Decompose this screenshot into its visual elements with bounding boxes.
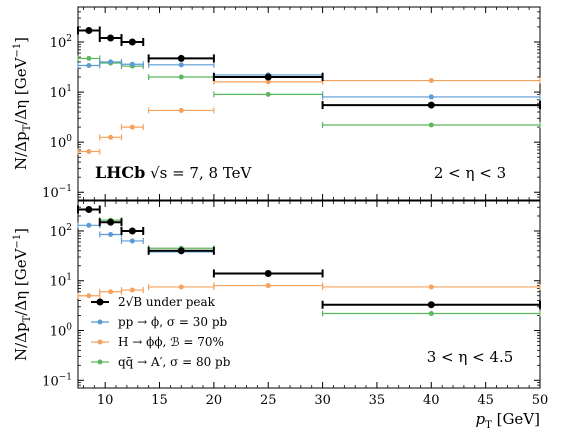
legend-label-phi: pp → ϕ, σ = 30 pb bbox=[118, 315, 227, 329]
legend-marker-dot bbox=[97, 339, 103, 345]
x-axis-label: pT [GeV] bbox=[476, 410, 540, 431]
data-point-phi bbox=[428, 94, 434, 100]
top-panel: 10−1 100 101 102 N/ΔpT/Δη [GeV−1] LHCb √s = 7… bbox=[12, 6, 541, 201]
y-axis-label: N/ΔpT/Δη [GeV−1] bbox=[12, 37, 33, 170]
data-point-higgs bbox=[108, 134, 114, 140]
legend-label-aprime: qq̄ → A′, σ = 80 pb bbox=[118, 355, 231, 369]
x-tick-label: 15 bbox=[151, 393, 168, 408]
data-point-aprime bbox=[86, 55, 92, 61]
experiment-label: LHCb √s = 7, 8 TeV bbox=[95, 163, 253, 182]
series-higgs bbox=[77, 282, 541, 299]
x-tick-label: 10 bbox=[97, 393, 114, 408]
data-point-phi bbox=[129, 61, 135, 67]
data-point-aprime bbox=[428, 122, 434, 128]
y-tick-label: 101 bbox=[50, 273, 72, 290]
x-tick-label: 30 bbox=[314, 393, 331, 408]
x-tick-label: 50 bbox=[532, 393, 549, 408]
data-point-phi bbox=[86, 222, 92, 228]
data-point-bkg bbox=[264, 269, 272, 277]
series-higgs bbox=[77, 77, 541, 155]
data-point-higgs bbox=[428, 78, 434, 84]
y-tick-label: 100 bbox=[50, 323, 73, 340]
data-point-bkg bbox=[85, 26, 93, 34]
data-point-phi bbox=[86, 62, 92, 68]
x-tick-label: 35 bbox=[369, 393, 386, 408]
data-point-bkg bbox=[177, 54, 185, 62]
x-tick-label: 40 bbox=[423, 393, 440, 408]
bottom-panel: 10−1 100 101 102 N/ΔpT/Δη [GeV−1] 3 < η < 4.5… bbox=[12, 200, 541, 389]
series-bkg bbox=[77, 205, 541, 309]
data-point-higgs bbox=[265, 79, 271, 85]
y-tick-label: 10−1 bbox=[42, 184, 72, 201]
y-tick-label: 102 bbox=[50, 223, 72, 240]
data-point-higgs bbox=[86, 149, 92, 155]
y-tick-label: 102 bbox=[50, 34, 72, 51]
data-point-phi bbox=[178, 62, 184, 68]
data-point-aprime bbox=[178, 74, 184, 80]
data-point-bkg bbox=[427, 101, 435, 109]
data-point-bkg bbox=[85, 205, 93, 213]
data-point-bkg bbox=[427, 301, 435, 309]
x-axis: 10 15 20 25 30 35 40 45 50 pT [GeV] bbox=[97, 393, 548, 431]
data-point-bkg bbox=[128, 38, 136, 46]
data-point-higgs bbox=[265, 283, 271, 289]
data-point-aprime bbox=[265, 91, 271, 97]
data-point-higgs bbox=[178, 284, 184, 290]
legend-marker-dot bbox=[97, 319, 103, 325]
data-point-bkg bbox=[177, 247, 185, 255]
legend-label-higgs: H → ϕϕ, ℬ = 70% bbox=[118, 335, 224, 349]
data-point-bkg bbox=[107, 34, 115, 42]
legend-marker-dot bbox=[97, 359, 103, 365]
data-point-higgs bbox=[428, 284, 434, 290]
series-aprime bbox=[77, 55, 541, 129]
data-point-higgs bbox=[129, 124, 135, 130]
data-point-higgs bbox=[129, 287, 135, 293]
data-point-phi bbox=[108, 59, 114, 65]
x-tick-label: 20 bbox=[206, 393, 223, 408]
legend-marker-dot bbox=[96, 298, 104, 306]
series-bkg bbox=[77, 26, 541, 110]
data-point-bkg bbox=[128, 227, 136, 235]
legend-label-bkg: 2√B under peak bbox=[118, 295, 216, 309]
data-point-higgs bbox=[86, 293, 92, 299]
data-point-aprime bbox=[428, 310, 434, 316]
data-point-higgs bbox=[178, 107, 184, 113]
data-point-higgs bbox=[108, 289, 114, 295]
eta-range-label: 2 < η < 3 bbox=[434, 164, 506, 182]
y-tick-label: 101 bbox=[50, 84, 72, 101]
y-tick-label: 100 bbox=[50, 134, 73, 151]
y-axis-label: N/ΔpT/Δη [GeV−1] bbox=[12, 228, 33, 361]
x-tick-label: 25 bbox=[260, 393, 277, 408]
data-point-bkg bbox=[107, 218, 115, 226]
data-point-bkg bbox=[264, 73, 272, 81]
data-point-phi bbox=[129, 238, 135, 244]
data-point-phi bbox=[108, 231, 114, 237]
eta-range-label: 3 < η < 4.5 bbox=[427, 348, 514, 366]
legend: 2√B under peak pp → ϕ, σ = 30 pb H → ϕϕ, ℬ… bbox=[91, 295, 231, 369]
y-tick-label: 10−1 bbox=[42, 372, 72, 389]
x-tick-label: 45 bbox=[477, 393, 494, 408]
